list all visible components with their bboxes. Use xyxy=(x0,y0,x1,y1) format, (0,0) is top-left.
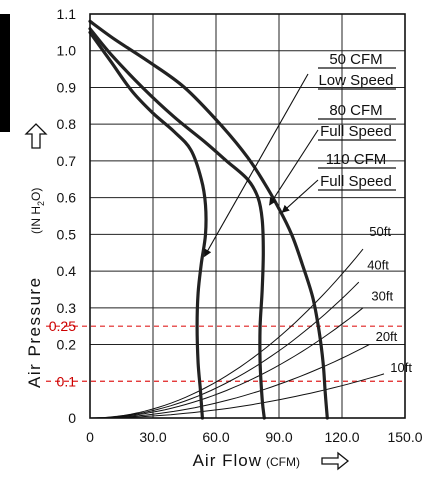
series-labels: 50 CFM Low Speed 80 CFM Full Speed 110 CFM Fu… xyxy=(203,51,396,258)
series-label-subtitle: Full Speed xyxy=(320,173,392,190)
x-axis-unit: (CFM) xyxy=(266,455,300,469)
x-axis-ticks: 0 30.0 60.0 90.0 120.0 150.0 xyxy=(86,429,423,445)
series-label-pointer xyxy=(203,73,309,258)
y-tick-label: 0.1 xyxy=(57,373,77,389)
x-tick-label: 120.0 xyxy=(324,429,359,445)
system-curve xyxy=(89,281,360,419)
fan-curves xyxy=(88,19,329,420)
system-curves: 50ft 40ft 30ft 20ft 10ft xyxy=(89,224,412,419)
series-label-title: 80 CFM xyxy=(329,102,382,119)
y-tick-label: 0.8 xyxy=(57,116,77,132)
x-tick-label: 90.0 xyxy=(265,429,292,445)
system-curve-label: 30ft xyxy=(371,288,393,303)
system-curve-label: 10ft xyxy=(390,360,412,375)
reference-lines xyxy=(46,325,405,382)
y-axis-ticks: 0 0.1 0.2 0.25 0.3 0.4 0.5 0.6 0.7 0.8 0.9 1.0 1.1 xyxy=(49,6,76,426)
system-curve-label: 50ft xyxy=(369,224,391,239)
system-curve xyxy=(90,373,385,419)
y-tick-label: 0.3 xyxy=(57,300,77,316)
series-label-title: 110 CFM xyxy=(326,151,387,168)
up-arrow-icon xyxy=(24,123,48,149)
series-label-pointer xyxy=(281,179,319,213)
x-tick-label: 30.0 xyxy=(139,429,166,445)
y-tick-label: 1.1 xyxy=(57,6,77,22)
series-label-subtitle: Low Speed xyxy=(318,72,393,89)
y-tick-label: 0.7 xyxy=(57,153,77,169)
grid xyxy=(90,14,405,418)
y-tick-label: 0 xyxy=(68,410,76,426)
series-label-pointer xyxy=(269,129,319,206)
y-axis-title: Air Pressure (IN H2O) xyxy=(24,123,48,388)
y-tick-label: 0.5 xyxy=(57,226,77,242)
x-tick-label: 0 xyxy=(86,429,94,445)
fan-curve-line xyxy=(88,27,266,420)
y-tick-label: 0.9 xyxy=(57,79,77,95)
series-label-subtitle: Full Speed xyxy=(320,123,392,140)
x-tick-label: 150.0 xyxy=(387,429,422,445)
y-axis-unit: (IN H2O) xyxy=(29,188,46,234)
system-curve xyxy=(89,248,364,419)
x-tick-label: 60.0 xyxy=(202,429,229,445)
system-curve-label: 40ft xyxy=(367,257,389,272)
y-tick-label: 0.2 xyxy=(57,337,77,353)
right-arrow-icon xyxy=(321,451,350,471)
x-axis-label: Air Flow xyxy=(193,451,262,470)
y-tick-label: 0.25 xyxy=(49,318,76,334)
y-tick-label: 0.6 xyxy=(57,190,77,206)
plot-frame xyxy=(89,13,406,419)
y-axis-label: Air Pressure xyxy=(25,276,44,388)
system-curve-label: 20ft xyxy=(376,329,398,344)
y-tick-label: 0.4 xyxy=(57,263,77,279)
fan-curve-line xyxy=(88,30,208,420)
system-curve xyxy=(89,307,364,419)
edge-marker xyxy=(0,14,10,132)
x-axis-title: Air Flow (CFM) xyxy=(193,451,350,471)
fan-curve-line xyxy=(88,19,329,420)
y-tick-label: 1.0 xyxy=(57,43,77,59)
series-label-title: 50 CFM xyxy=(329,51,382,68)
